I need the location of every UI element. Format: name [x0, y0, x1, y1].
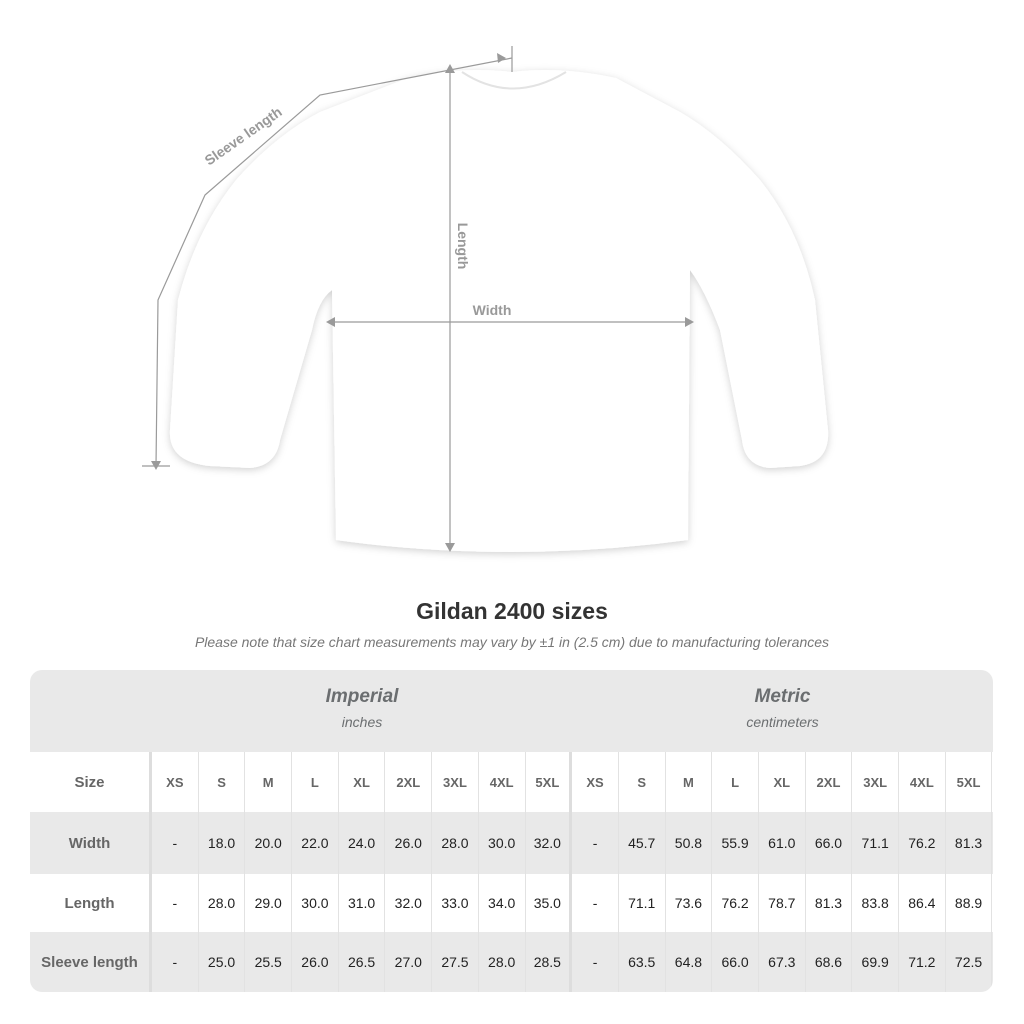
- table-cell: 50.8: [666, 812, 713, 874]
- table-cell: 35.0: [526, 874, 573, 932]
- size-header-cell: 2XL: [806, 752, 853, 812]
- table-cell: 28.5: [526, 932, 573, 992]
- size-header-cell: XL: [339, 752, 386, 812]
- table-cell: -: [572, 812, 619, 874]
- size-header-cell: S: [199, 752, 246, 812]
- size-header-cell: XS: [572, 752, 619, 812]
- table-cell: 26.0: [385, 812, 433, 874]
- imperial-group: Imperial inches: [152, 686, 572, 730]
- table-cell: 67.3: [759, 932, 806, 992]
- table-cell: 71.1: [852, 812, 899, 874]
- imperial-heading: Imperial: [325, 686, 399, 707]
- table-cell: -: [152, 812, 199, 874]
- row-label: Size: [30, 752, 152, 812]
- table-cell: 33.0: [432, 874, 479, 932]
- table-row: Width -18.0 20.0 22.0 24.0 26.0 28.0 30.0 32.0-4…: [30, 812, 993, 874]
- imperial-unit: inches: [341, 714, 383, 730]
- table-cell: 29.0: [245, 874, 293, 932]
- table-cell: 88.9: [946, 874, 993, 932]
- size-header-cell: L: [712, 752, 759, 812]
- table-cell: 30.0: [479, 812, 526, 874]
- table-cell: 73.6: [666, 874, 713, 932]
- table-cell: 83.8: [852, 874, 899, 932]
- size-header-cell: M: [245, 752, 293, 812]
- table-cell: 27.5: [432, 932, 479, 992]
- table-cell: 26.5: [339, 932, 386, 992]
- table-cell: 64.8: [666, 932, 713, 992]
- size-header-cell: 3XL: [852, 752, 899, 812]
- table-cell: 61.0: [759, 812, 806, 874]
- table-cell: 66.0: [712, 932, 759, 992]
- metric-unit: centimeters: [746, 714, 819, 730]
- table-row: Sleeve length -25.0 25.5 26.0 26.5 27.0 27.5 28…: [30, 932, 993, 992]
- size-header-cell: M: [666, 752, 713, 812]
- shirt-diagram: Sleeve length Length Width: [142, 46, 829, 552]
- table-header-band: Imperial inches Metric centimeters: [30, 670, 993, 752]
- table-row: Length -28.0 29.0 30.0 31.0 32.0 33.0 34.0 35.0-…: [30, 874, 993, 932]
- table-cell: 55.9: [712, 812, 759, 874]
- table-cell: 68.6: [806, 932, 853, 992]
- table-cell: 28.0: [432, 812, 479, 874]
- size-header-cell: 2XL: [385, 752, 433, 812]
- table-cell: -: [572, 874, 619, 932]
- table-cell: 72.5: [946, 932, 993, 992]
- table-cell: 69.9: [852, 932, 899, 992]
- page-title: Gildan 2400 sizes: [416, 598, 608, 624]
- table-cell: 63.5: [619, 932, 666, 992]
- table-cell: 76.2: [899, 812, 946, 874]
- table-cell: 28.0: [199, 874, 246, 932]
- table-cell: 30.0: [292, 874, 339, 932]
- size-header-row: Size XS S M L XL 2XL 3XL 4XL 5XL XS S M L XL 2XL 3XL 4XL 5…: [30, 752, 993, 812]
- size-table: Imperial inches Metric centimeters Size X…: [30, 670, 993, 992]
- size-header-cell: 4XL: [479, 752, 526, 812]
- table-cell: 45.7: [619, 812, 666, 874]
- table-cell: 76.2: [712, 874, 759, 932]
- table-cell: 25.0: [199, 932, 246, 992]
- table-cell: 34.0: [479, 874, 526, 932]
- table-cell: 71.1: [619, 874, 666, 932]
- size-header-cell: 5XL: [526, 752, 573, 812]
- table-cell: 24.0: [339, 812, 386, 874]
- table-cell: -: [152, 874, 199, 932]
- size-header-cell: 4XL: [899, 752, 946, 812]
- width-label: Width: [473, 302, 512, 318]
- table-cell: 86.4: [899, 874, 946, 932]
- table-cell: 25.5: [245, 932, 293, 992]
- table-cell: 32.0: [526, 812, 573, 874]
- table-cell: 78.7: [759, 874, 806, 932]
- table-cell: -: [152, 932, 199, 992]
- table-cell: 81.3: [946, 812, 993, 874]
- tolerance-note: Please note that size chart measurements…: [194, 634, 830, 650]
- table-cell: 28.0: [479, 932, 526, 992]
- table-cell: 18.0: [199, 812, 246, 874]
- size-header-cell: 5XL: [946, 752, 993, 812]
- metric-group: Metric centimeters: [572, 686, 993, 730]
- row-label: Sleeve length: [30, 932, 152, 992]
- table-cell: 81.3: [806, 874, 853, 932]
- table-cell: 22.0: [292, 812, 339, 874]
- table-cell: 27.0: [385, 932, 433, 992]
- table-cell: 66.0: [806, 812, 853, 874]
- table-cell: 32.0: [385, 874, 433, 932]
- sleeve-length-line: [155, 57, 513, 467]
- size-header-cell: S: [619, 752, 666, 812]
- size-header-cell: 3XL: [432, 752, 479, 812]
- size-header-cell: L: [292, 752, 339, 812]
- table-cell: 26.0: [292, 932, 339, 992]
- table-cell: 20.0: [245, 812, 293, 874]
- table-cell: 31.0: [339, 874, 386, 932]
- size-header-cell: XS: [152, 752, 199, 812]
- size-header-cell: XL: [759, 752, 806, 812]
- table-cell: 71.2: [899, 932, 946, 992]
- table-cell: -: [572, 932, 619, 992]
- shirt-illustration: [169, 70, 829, 552]
- row-label: Width: [30, 812, 152, 874]
- length-label: Length: [455, 223, 471, 270]
- metric-heading: Metric: [754, 686, 811, 707]
- row-label: Length: [30, 874, 152, 932]
